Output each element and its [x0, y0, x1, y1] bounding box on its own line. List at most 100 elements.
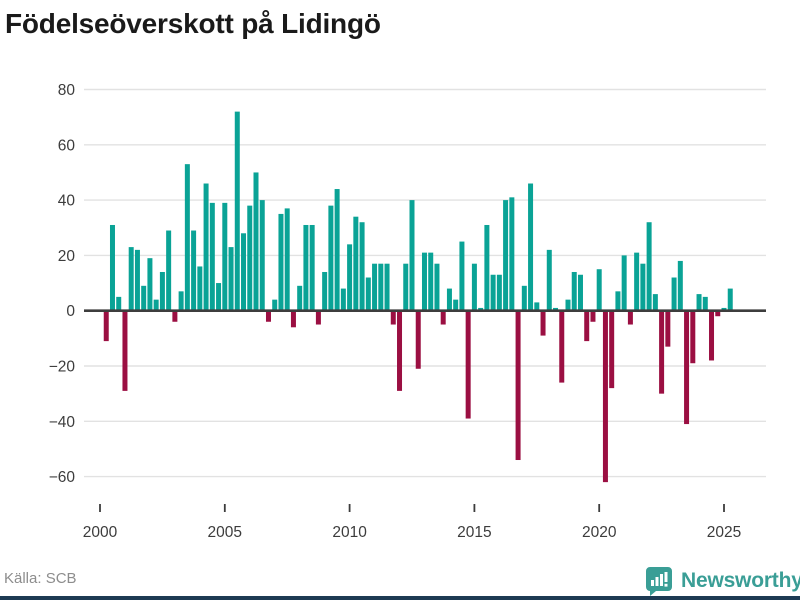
bar-2000Q2 — [103, 310, 109, 342]
bar-2013Q4 — [440, 310, 446, 325]
bar-2021Q1 — [621, 255, 627, 311]
bar-2023Q4 — [690, 310, 696, 364]
bar-2013Q2 — [428, 252, 434, 311]
bar-2001Q3 — [134, 249, 140, 311]
newsworthy-logo[interactable]: Newsworthy — [645, 566, 800, 596]
bar-2007Q2 — [278, 213, 284, 311]
bar-2003Q3 — [184, 164, 190, 311]
bar-2008Q2 — [303, 224, 309, 311]
bar-2003Q2 — [178, 291, 184, 311]
x-tick-label: 2010 — [332, 524, 367, 541]
bar-2002Q2 — [153, 299, 159, 311]
bar-2007Q3 — [284, 208, 290, 311]
bar-2008Q3 — [309, 224, 315, 311]
bottom-accent-bar — [0, 596, 800, 600]
bar-2010Q4 — [365, 277, 371, 311]
y-tick-label: 40 — [58, 193, 76, 210]
y-tick-label: 80 — [58, 82, 76, 99]
y-tick-label: −60 — [49, 469, 76, 486]
bar-2016Q1 — [496, 274, 502, 311]
bar-2011Q1 — [372, 263, 378, 311]
bar-2017Q2 — [528, 183, 534, 311]
bar-2004Q2 — [203, 183, 209, 311]
bar-2010Q1 — [347, 244, 353, 311]
bar-2001Q2 — [128, 247, 134, 311]
bar-2007Q1 — [272, 299, 278, 311]
bar-2020Q4 — [615, 291, 621, 311]
bar-2021Q2 — [627, 310, 633, 325]
bar-2012Q4 — [415, 310, 421, 369]
bar-2018Q1 — [546, 249, 552, 311]
bar-2005Q2 — [228, 247, 234, 311]
bar-2020Q2 — [602, 310, 608, 483]
bar-2013Q3 — [434, 263, 440, 311]
bar-2024Q2 — [702, 296, 708, 311]
bar-2002Q4 — [166, 230, 172, 311]
bar-2002Q1 — [147, 258, 153, 311]
bar-2022Q1 — [646, 222, 652, 311]
bar-2020Q3 — [609, 310, 615, 389]
bar-2006Q2 — [253, 172, 259, 311]
bar-2022Q4 — [665, 310, 671, 347]
bar-2017Q4 — [540, 310, 546, 336]
y-tick-label: −40 — [49, 414, 76, 431]
bar-2024Q1 — [696, 294, 702, 311]
bar-2008Q4 — [315, 310, 321, 325]
bar-2019Q2 — [577, 274, 583, 311]
bar-2010Q3 — [359, 222, 365, 311]
bar-2019Q1 — [571, 271, 577, 311]
bar-2012Q2 — [403, 263, 409, 311]
bar-2025Q2 — [727, 288, 733, 311]
bar-2006Q3 — [259, 200, 265, 311]
bar-2016Q2 — [503, 200, 509, 311]
bar-2003Q4 — [191, 230, 197, 311]
x-tick-label: 2015 — [457, 524, 491, 541]
bar-2024Q3 — [709, 310, 715, 361]
y-tick-label: 60 — [58, 137, 76, 154]
bar-2018Q2 — [553, 307, 559, 311]
bar-2006Q4 — [265, 310, 271, 322]
bar-2006Q1 — [247, 205, 253, 311]
bar-2020Q1 — [596, 269, 602, 311]
bar-2012Q3 — [409, 200, 415, 311]
x-tick-label: 2005 — [208, 524, 242, 541]
bar-2015Q3 — [484, 224, 490, 311]
x-tick-label: 2020 — [582, 524, 617, 541]
bar-2011Q2 — [378, 263, 384, 311]
bar-2007Q4 — [290, 310, 296, 328]
bar-2004Q4 — [216, 283, 222, 311]
bar-2019Q4 — [590, 310, 596, 322]
bar-2014Q1 — [446, 288, 452, 311]
bar-2009Q2 — [328, 205, 334, 311]
bar-2024Q4 — [715, 310, 721, 317]
bar-2001Q1 — [122, 310, 128, 391]
bar-2014Q4 — [465, 310, 471, 419]
x-tick-label: 2000 — [83, 524, 118, 541]
bar-2000Q4 — [116, 296, 122, 311]
bar-2008Q1 — [297, 285, 303, 311]
bar-2017Q3 — [534, 302, 540, 311]
chart-title: Födelseöverskott på Lidingö — [5, 8, 381, 39]
bar-2001Q4 — [141, 285, 147, 311]
bar-2023Q3 — [684, 310, 690, 425]
bar-2004Q3 — [209, 202, 215, 311]
bar-2005Q4 — [241, 233, 247, 311]
bar-2018Q4 — [565, 299, 571, 311]
bar-2015Q2 — [478, 307, 484, 311]
bar-2003Q1 — [172, 310, 178, 322]
bar-2017Q1 — [521, 285, 527, 311]
bar-2023Q1 — [671, 277, 677, 311]
bar-2000Q3 — [109, 224, 115, 311]
bar-2002Q3 — [159, 271, 165, 311]
bar-2013Q1 — [421, 252, 427, 311]
x-tick-label: 2025 — [707, 524, 741, 541]
y-tick-label: −20 — [49, 359, 76, 376]
bar-2018Q3 — [559, 310, 565, 383]
bar-2011Q3 — [384, 263, 390, 311]
bar-2005Q3 — [234, 111, 240, 311]
newsworthy-icon — [646, 567, 672, 596]
bar-2015Q1 — [471, 263, 477, 311]
bar-2019Q3 — [584, 310, 590, 342]
